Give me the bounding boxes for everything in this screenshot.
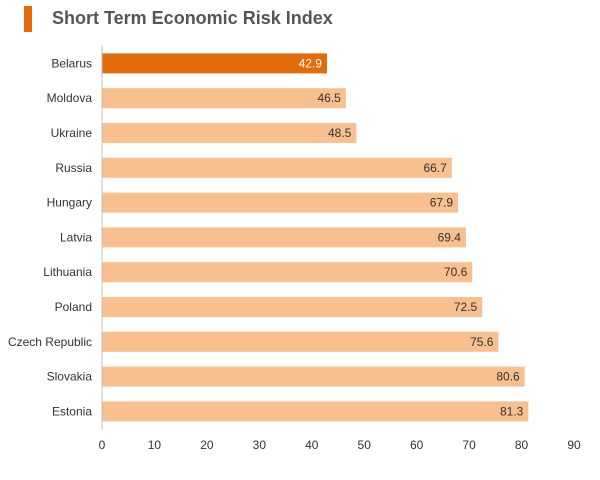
bar-belarus [102,53,327,74]
category-label: Moldova [47,91,93,105]
bar-estonia [102,401,529,422]
x-tick-label: 60 [410,438,424,452]
bar-russia [102,157,452,178]
bar-latvia [102,227,466,248]
x-tick-label: 90 [567,438,581,452]
category-label: Poland [55,300,92,314]
data-label: 70.6 [444,265,468,279]
chart-title: Short Term Economic Risk Index [52,8,333,28]
title-accent-bar [24,6,32,32]
category-label: Lithuania [43,265,92,279]
bar-hungary [102,192,459,213]
bar-slovakia [102,366,525,387]
x-tick-label: 70 [462,438,476,452]
data-label: 67.9 [430,196,454,210]
data-label: 80.6 [496,370,520,384]
x-tick-label: 20 [200,438,214,452]
x-tick-label: 10 [148,438,162,452]
category-label: Czech Republic [8,335,92,349]
category-label: Russia [55,161,92,175]
data-label: 42.9 [299,56,323,70]
data-label: 81.3 [500,404,524,418]
x-tick-label: 40 [305,438,319,452]
bar-moldova [102,88,346,109]
data-label: 46.5 [318,91,342,105]
data-label: 72.5 [454,300,478,314]
bar-poland [102,297,483,317]
category-label: Ukraine [51,126,93,140]
x-tick-label: 30 [253,438,267,452]
bar-ukraine [102,123,357,143]
bar-czech-republic [102,331,499,352]
data-label: 75.6 [470,335,494,349]
category-label: Slovakia [47,370,93,384]
category-label: Estonia [52,404,92,418]
category-label: Belarus [51,56,92,70]
category-label: Latvia [60,230,92,244]
x-tick-label: 50 [358,438,372,452]
data-label: 69.4 [438,230,462,244]
data-label: 66.7 [423,161,447,175]
bar-lithuania [102,262,473,283]
category-label: Hungary [47,196,92,210]
x-tick-label: 80 [515,438,529,452]
data-label: 48.5 [328,126,352,140]
x-tick-label: 0 [99,438,106,452]
